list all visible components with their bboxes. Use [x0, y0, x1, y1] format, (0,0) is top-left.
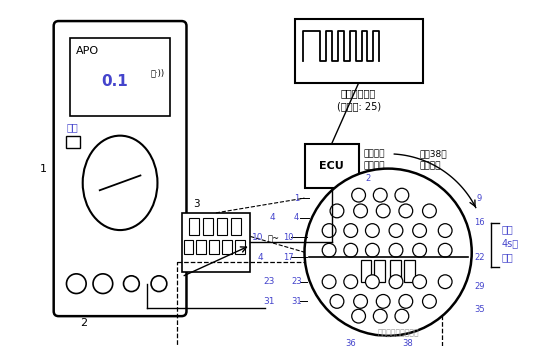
Text: 9: 9	[477, 194, 482, 203]
Text: 2: 2	[80, 318, 87, 328]
Text: 36: 36	[345, 339, 356, 348]
Text: 3: 3	[193, 199, 200, 209]
Bar	[231, 218, 240, 236]
Text: 31: 31	[263, 297, 275, 306]
Bar	[305, 144, 359, 188]
Bar	[295, 19, 422, 83]
Text: 三菱车系: 三菱车系	[364, 149, 385, 158]
Circle shape	[344, 243, 358, 257]
Text: 奠驰38孔: 奠驰38孔	[420, 149, 447, 158]
Bar	[375, 260, 385, 282]
Text: 0.1: 0.1	[102, 74, 129, 89]
Bar	[404, 260, 415, 282]
Bar	[209, 240, 219, 254]
Bar	[177, 262, 442, 350]
Circle shape	[376, 204, 390, 218]
Circle shape	[389, 275, 403, 289]
Text: 取开: 取开	[501, 252, 513, 262]
Text: 1: 1	[294, 194, 299, 203]
Text: 4: 4	[257, 253, 263, 262]
Circle shape	[351, 309, 366, 323]
Text: 省电: 省电	[67, 122, 78, 132]
Circle shape	[395, 188, 409, 202]
Circle shape	[322, 243, 336, 257]
Circle shape	[344, 275, 358, 289]
Bar	[390, 260, 401, 282]
Text: ECU: ECU	[319, 161, 344, 171]
Text: 2: 2	[366, 174, 371, 183]
Circle shape	[389, 243, 403, 257]
Text: (故障码: 25): (故障码: 25)	[337, 101, 381, 111]
Text: 搞铁: 搞铁	[501, 225, 513, 235]
Text: APO: APO	[76, 46, 100, 56]
Text: 23: 23	[292, 277, 302, 286]
Circle shape	[399, 294, 412, 308]
Circle shape	[395, 309, 409, 323]
Circle shape	[412, 243, 426, 257]
Bar	[182, 213, 250, 272]
Text: 被测电压波形: 被测电压波形	[341, 88, 376, 98]
Text: 10: 10	[252, 233, 263, 242]
Circle shape	[322, 275, 336, 289]
FancyBboxPatch shape	[54, 21, 186, 316]
Bar	[217, 218, 227, 236]
Circle shape	[389, 224, 403, 237]
Circle shape	[438, 243, 452, 257]
Circle shape	[399, 204, 412, 218]
Bar	[196, 240, 206, 254]
Text: 诊断插座: 诊断插座	[364, 162, 385, 171]
Circle shape	[412, 224, 426, 237]
Circle shape	[151, 276, 167, 292]
Ellipse shape	[82, 136, 157, 230]
Bar	[67, 136, 80, 148]
Text: 1: 1	[40, 163, 47, 174]
Circle shape	[366, 243, 379, 257]
Circle shape	[373, 188, 387, 202]
Bar	[184, 240, 194, 254]
Circle shape	[93, 274, 113, 294]
Circle shape	[376, 294, 390, 308]
Circle shape	[412, 275, 426, 289]
Text: 17: 17	[283, 253, 294, 262]
Circle shape	[422, 204, 436, 218]
Circle shape	[438, 224, 452, 237]
Text: 诊断插座: 诊断插座	[420, 162, 441, 171]
Circle shape	[366, 275, 379, 289]
Bar	[203, 218, 213, 236]
Circle shape	[351, 188, 366, 202]
Circle shape	[305, 169, 472, 336]
Text: 汽车维修技术与知识: 汽车维修技术与知识	[377, 329, 419, 338]
Text: 10: 10	[283, 233, 294, 242]
Circle shape	[344, 224, 358, 237]
Circle shape	[124, 276, 139, 292]
Bar	[222, 240, 232, 254]
Text: 4: 4	[270, 213, 275, 222]
Bar	[235, 240, 245, 254]
Text: 16: 16	[474, 218, 485, 227]
Circle shape	[330, 294, 344, 308]
Bar	[70, 38, 170, 117]
Bar	[361, 260, 371, 282]
Circle shape	[438, 275, 452, 289]
Text: 22: 22	[474, 253, 485, 262]
Text: 23: 23	[263, 277, 275, 286]
Text: 35: 35	[474, 305, 485, 314]
Circle shape	[354, 204, 367, 218]
Circle shape	[373, 309, 387, 323]
Circle shape	[322, 224, 336, 237]
Text: 31: 31	[292, 297, 302, 306]
Circle shape	[67, 274, 86, 294]
Circle shape	[422, 294, 436, 308]
Circle shape	[330, 204, 344, 218]
Text: 38: 38	[403, 339, 413, 348]
Text: ⨨~: ⨨~	[267, 234, 279, 243]
Text: 4s后: 4s后	[501, 238, 518, 248]
Text: ⍾·)): ⍾·))	[151, 69, 165, 78]
Text: 29: 29	[474, 282, 485, 291]
Circle shape	[354, 294, 367, 308]
Circle shape	[366, 224, 379, 237]
Text: 4: 4	[294, 213, 299, 222]
Bar	[189, 218, 199, 236]
